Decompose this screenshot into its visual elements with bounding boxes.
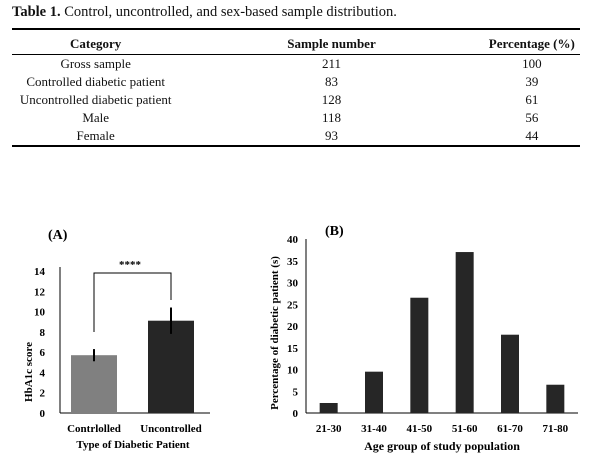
table-cell: 39: [525, 74, 539, 89]
chart-b-y-tick-label: 25: [287, 299, 299, 311]
table-row: Controlled diabetic patient 83 39: [12, 73, 580, 91]
table-cell: Male: [82, 110, 110, 125]
chart-b-x-tick-label: 51-60: [452, 423, 478, 435]
chart-b-y-tick-label: 10: [287, 365, 299, 377]
chart-b-x-tick-label: 41-50: [406, 423, 432, 435]
table-caption-text: Control, uncontrolled, and sex-based sam…: [60, 4, 397, 20]
chart-b-panel-label: (B): [325, 224, 344, 239]
table-cell: 128: [321, 92, 342, 107]
chart-b-y-tick-label: 15: [287, 343, 299, 355]
chart-b-y-tick-label: 20: [287, 321, 299, 333]
chart-b-x-tick-label: 31-40: [361, 423, 387, 435]
chart-a-x-tick-label: Uncontrolled: [140, 423, 202, 435]
chart-a-x-axis-label: Type of Diabetic Patient: [76, 439, 189, 451]
chart-a-x-tick-label: Contrlolled: [67, 423, 121, 435]
table-cell: Uncontrolled diabetic patient: [19, 92, 172, 107]
header-sample-number: Sample number: [179, 28, 484, 55]
chart-b-y-tick-label: 40: [287, 234, 299, 246]
chart-b-bar-71-80: [546, 384, 565, 413]
chart-a-y-tick-label: 12: [34, 286, 46, 298]
table-cell: 118: [321, 110, 341, 125]
table-caption: Table 1. Control, uncontrolled, and sex-…: [12, 4, 397, 21]
chart-a-y-tick-label: 6: [40, 347, 46, 359]
table-cell: 93: [179, 127, 484, 147]
header-category: Category: [12, 28, 180, 55]
table-cell: 56: [525, 110, 539, 125]
chart-b-x-tick-label: 71-80: [542, 423, 568, 435]
chart-b-y-tick-label: 30: [287, 278, 299, 290]
chart-a-y-tick-label: 2: [40, 388, 46, 400]
table-cell: 61: [525, 92, 539, 107]
chart-a-significance-bracket: [93, 272, 172, 332]
table-row: Male 118 56: [12, 109, 580, 127]
chart-a-bar-uncontrolled: [148, 320, 194, 413]
chart-b-bar-41-50: [410, 297, 429, 413]
table-cell: 211: [321, 56, 341, 71]
chart-a-significance-label: ****: [119, 259, 142, 271]
chart-b-bar-51-60: [455, 252, 474, 413]
chart-b-bar-61-70: [501, 334, 519, 413]
distribution-table: Category Sample number Percentage (%) Gr…: [12, 28, 580, 147]
table-row: Female 93 44: [12, 127, 580, 147]
table-row: Gross sample 211 100: [12, 55, 580, 74]
chart-b-bar-21-30: [319, 402, 338, 413]
chart-a-panel-label: (A): [48, 228, 68, 243]
table-row: Uncontrolled diabetic patient 128 61: [12, 91, 580, 109]
chart-b-y-axis-label: Percentage of diabetic patient (s): [269, 256, 281, 410]
chart-a-y-tick-label: 10: [34, 307, 46, 319]
table-cell: 83: [324, 74, 338, 89]
table-cell: 100: [522, 56, 542, 71]
table-cell: 44: [483, 127, 580, 147]
chart-b-y-tick-label: 0: [293, 408, 299, 420]
table-caption-label: Table 1.: [12, 4, 61, 20]
chart-b-y-tick-label: 35: [287, 256, 299, 268]
chart-a-y-tick-label: 4: [40, 367, 46, 379]
chart-a-bar-contrlolled: [71, 355, 117, 413]
chart-a-y-axis-label: HbA1c score: [23, 342, 35, 402]
table-cell: Controlled diabetic patient: [26, 74, 165, 89]
chart-b-y-tick-label: 5: [293, 386, 299, 398]
chart-a-y-tick-label: 0: [40, 408, 46, 420]
chart-b-x-tick-label: 21-30: [316, 423, 342, 435]
table-cell: Gross sample: [60, 56, 131, 71]
table-cell: Female: [12, 127, 180, 147]
chart-a-y-tick-label: 8: [40, 327, 46, 339]
chart-b-bar-31-40: [365, 371, 383, 413]
header-percentage: Percentage (%): [483, 28, 580, 55]
chart-b-x-axis-label: Age group of study population: [364, 439, 520, 453]
chart-b-x-tick-label: 61-70: [497, 423, 523, 435]
chart-a-y-tick-label: 14: [34, 266, 46, 278]
table-header-row: Category Sample number Percentage (%): [12, 28, 580, 55]
